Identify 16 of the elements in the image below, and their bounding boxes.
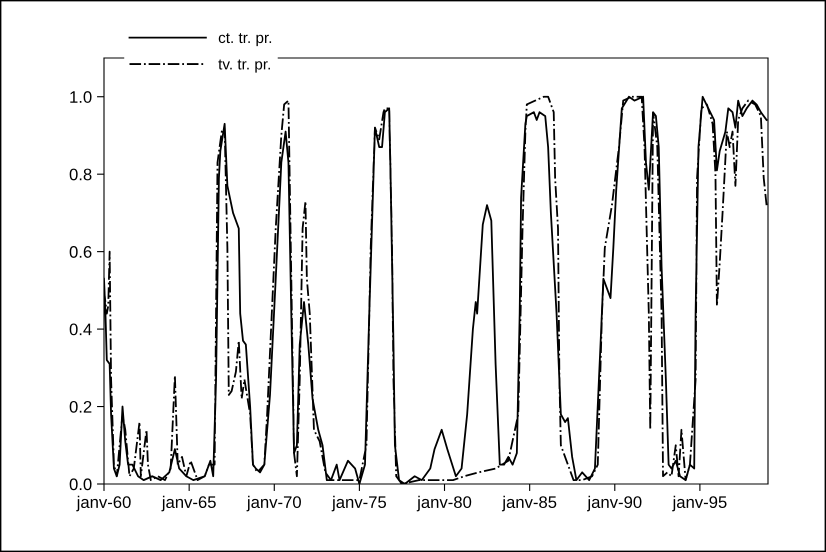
y-tick-label: 0.0	[70, 478, 92, 490]
legend-label: tv. tr. pr.	[218, 60, 270, 73]
x-tick-label: janv-80	[416, 496, 472, 512]
x-tick-label: janv-85	[502, 496, 556, 512]
y-tick-label: 0.8	[70, 168, 92, 180]
y-tick-label: 0.4	[70, 323, 92, 336]
x-tick-label: janv-75	[332, 496, 386, 512]
x-tick-label: janv-65	[161, 496, 216, 512]
y-tick-label: 0.6	[70, 246, 92, 258]
y-tick-label: 1.0	[70, 91, 92, 103]
x-tick-label: janv-70	[246, 496, 301, 512]
x-tick-label: janv-90	[587, 496, 642, 512]
y-tick-label: 0.2	[70, 400, 92, 413]
x-tick-label: janv-95	[672, 496, 727, 512]
x-tick-label: janv-60	[76, 496, 131, 512]
legend-label: ct. tr. pr.	[218, 33, 272, 46]
